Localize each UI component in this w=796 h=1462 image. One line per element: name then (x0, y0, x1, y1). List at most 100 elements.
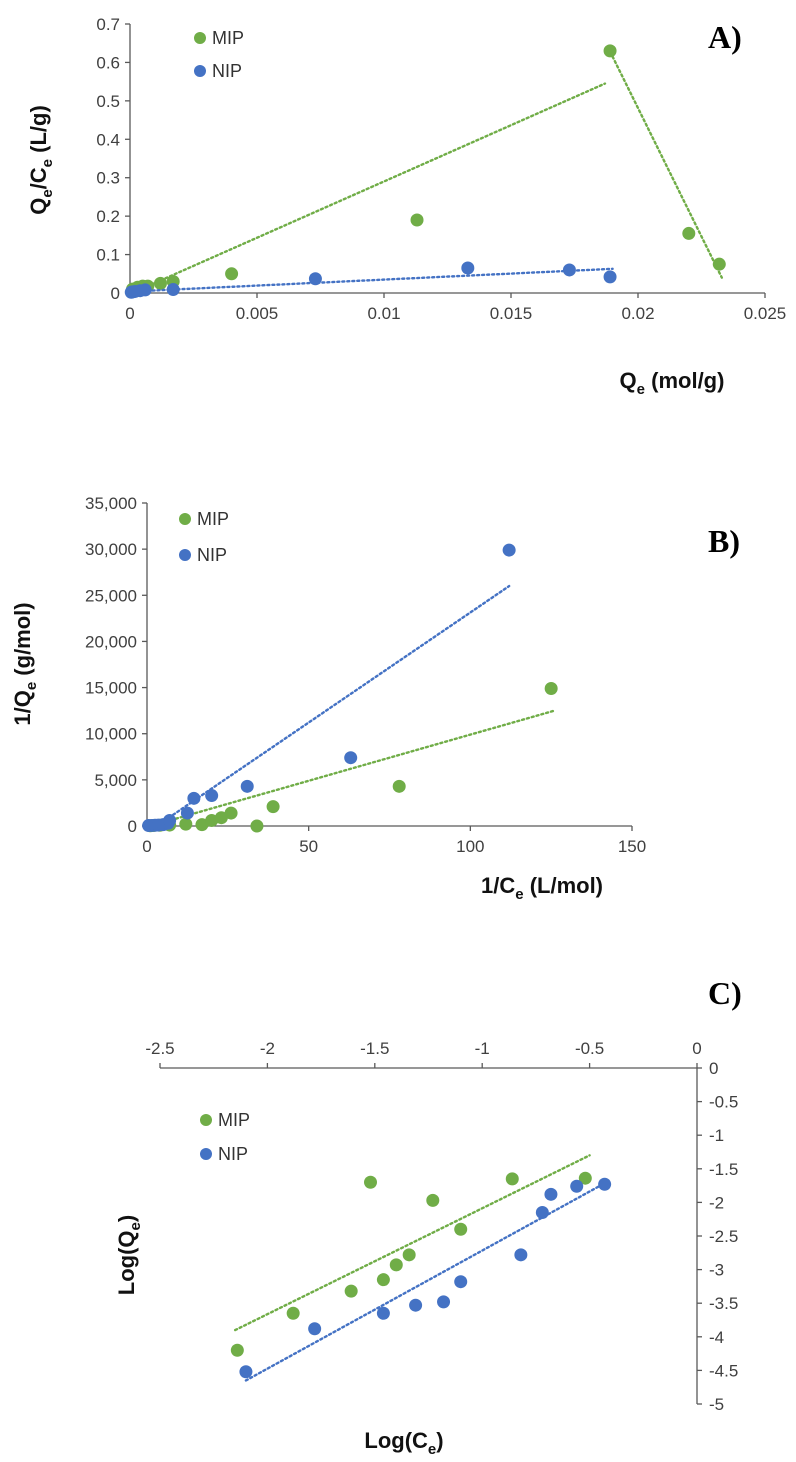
chart-c-y-axis-title: Log(Qe) (114, 1215, 144, 1295)
chart-b-y-tick-label: 30,000 (85, 540, 137, 559)
chart-a-nip-legend-marker (194, 65, 206, 77)
chart-a-nip-legend-label: NIP (212, 61, 242, 81)
chart-b-mip-point (179, 817, 193, 831)
chart-c-x-tick-label: -1 (475, 1039, 490, 1058)
chart-b-nip-legend-marker (179, 549, 191, 561)
chart-c-nip-point (514, 1248, 528, 1262)
chart-b-mip-point (266, 800, 280, 814)
chart-c-nip-point (570, 1179, 584, 1193)
chart-b-y-tick-label: 20,000 (85, 632, 137, 651)
chart-c-y-tick-label: -2.5 (709, 1227, 738, 1246)
chart-c-y-tick-label: -4.5 (709, 1361, 738, 1380)
chart-a-mip-trendline (141, 82, 607, 290)
chart-c-y-tick-label: -1 (709, 1126, 724, 1145)
chart-a-y-tick-label: 0 (111, 284, 120, 303)
chart-c-x-tick-label: -2 (260, 1039, 275, 1058)
chart-b-y-tick-label: 0 (128, 817, 137, 836)
chart-a-panel-label: A) (708, 19, 742, 55)
chart-c-x-tick-label: -0.5 (575, 1039, 604, 1058)
chart-a-nip-point (461, 261, 475, 275)
chart-a-x-tick-label: 0.025 (744, 304, 787, 323)
chart-a-mip-point (410, 213, 424, 227)
chart-c-nip-point (437, 1295, 451, 1309)
chart-b-x-tick-label: 100 (456, 837, 484, 856)
chart-b-nip-point (502, 543, 516, 557)
chart-b-plot: 0 50 100 150 0 5,000 10,000 15,000 20,000 25,000 3… (85, 494, 646, 856)
chart-c-mip-point (454, 1222, 468, 1236)
chart-a-y-tick-label: 0.5 (96, 92, 120, 111)
chart-b-mip-point (195, 818, 209, 832)
chart-a-y-axis-title: Qe/Ce (L/g) (26, 105, 56, 215)
chart-c-y-tick-label: -5 (709, 1395, 724, 1414)
chart-b-nip-series (142, 543, 516, 833)
chart-a-nip-point (138, 283, 152, 297)
chart-b-mip-point (224, 806, 238, 820)
chart-b-x-axis-title: 1/Ce (L/mol) (481, 873, 603, 903)
chart-a-mip-trendline (611, 55, 724, 279)
chart-a-nip-point (562, 263, 576, 277)
chart-a-nip-point (166, 283, 180, 297)
chart-a-mip-point (682, 226, 696, 240)
chart-a-y-tick-label: 0.4 (96, 130, 120, 149)
chart-a-x-tick-label: 0.02 (621, 304, 654, 323)
chart-a-mip-point (225, 267, 239, 281)
chart-b-nip-point (163, 813, 177, 827)
chart-a-x-tick-label: 0.015 (490, 304, 533, 323)
chart-b-y-tick-label: 15,000 (85, 679, 137, 698)
chart-a-y-tick-label: 0.7 (96, 15, 120, 34)
chart-a: A) Qe/Ce (L/g) Qe (mol/g) (26, 19, 742, 398)
chart-a-y-tick-label: 0.6 (96, 53, 120, 72)
chart-a-y-tick-label: 0.3 (96, 169, 120, 188)
chart-c-nip-point (376, 1306, 390, 1320)
chart-b-y-tick-label: 5,000 (94, 771, 137, 790)
chart-c-mip-point (364, 1175, 378, 1189)
chart-a-mip-series (126, 44, 726, 296)
chart-b-mip-point (544, 681, 558, 695)
chart-a-y-tick-label: 0.1 (96, 246, 120, 265)
chart-c-y-tick-label: -3 (709, 1261, 724, 1280)
chart-c-mip-point (286, 1306, 300, 1320)
chart-b-y-tick-label: 25,000 (85, 586, 137, 605)
chart-c-y-tick-label: -4 (709, 1328, 724, 1347)
chart-b-x-tick-label: 150 (618, 837, 646, 856)
chart-a-x-axis-title: Qe (mol/g) (620, 368, 725, 398)
chart-b-mip-legend-label: MIP (197, 509, 229, 529)
chart-c-nip-point (544, 1187, 558, 1201)
chart-c-nip-point (454, 1275, 468, 1289)
chart-c-nip-point (598, 1177, 612, 1191)
chart-b-nip-point (180, 806, 194, 820)
chart-c-x-tick-label: 0 (692, 1039, 701, 1058)
chart-c-y-tick-label: -3.5 (709, 1294, 738, 1313)
chart-c-nip-series (239, 1177, 612, 1382)
chart-c-y-tick-label: 0 (709, 1059, 718, 1078)
chart-b-y-axis-title: 1/Qe (g/mol) (10, 602, 40, 725)
chart-b-mip-point (392, 779, 406, 793)
chart-c-mip-point (402, 1248, 416, 1262)
chart-a-nip-point (308, 272, 322, 286)
chart-a-mip-point (153, 276, 167, 290)
chart-b-mip-legend-marker (179, 513, 191, 525)
chart-c-nip-point (409, 1298, 423, 1312)
chart-a-x-tick-label: 0 (125, 304, 134, 323)
chart-c-mip-point (505, 1172, 519, 1186)
chart-c-nip-point (239, 1365, 253, 1379)
chart-b-x-tick-label: 0 (142, 837, 151, 856)
chart-c-plot: -2.5 -2 -1.5 -1 -0.5 00 -0.5 -1 -1.5 -2 -2.5 -3 -3.5… (145, 1039, 738, 1414)
chart-c-nip-point (535, 1205, 549, 1219)
chart-c-nip-legend-marker (200, 1148, 212, 1160)
chart-b-nip-point (344, 751, 358, 765)
chart-a-x-tick-label: 0.005 (236, 304, 279, 323)
chart-b-panel-label: B) (708, 523, 740, 559)
chart-c-y-tick-label: -0.5 (709, 1093, 738, 1112)
chart-b-x-tick-label: 50 (299, 837, 318, 856)
chart-c-panel-label: C) (708, 975, 742, 1011)
chart-a-mip-legend-marker (194, 32, 206, 44)
chart-c-mip-point (230, 1343, 244, 1357)
chart-c-nip-point (308, 1322, 322, 1336)
chart-a-plot: 0 0.005 0.01 0.015 0.02 0.025 0 0.1 0.2 0.3 0.4 0.5… (96, 15, 786, 323)
chart-c-nip-legend-label: NIP (218, 1144, 248, 1164)
chart-c-mip-legend-marker (200, 1114, 212, 1126)
chart-b-y-tick-label: 10,000 (85, 725, 137, 744)
chart-b-y-tick-label: 35,000 (85, 494, 137, 513)
